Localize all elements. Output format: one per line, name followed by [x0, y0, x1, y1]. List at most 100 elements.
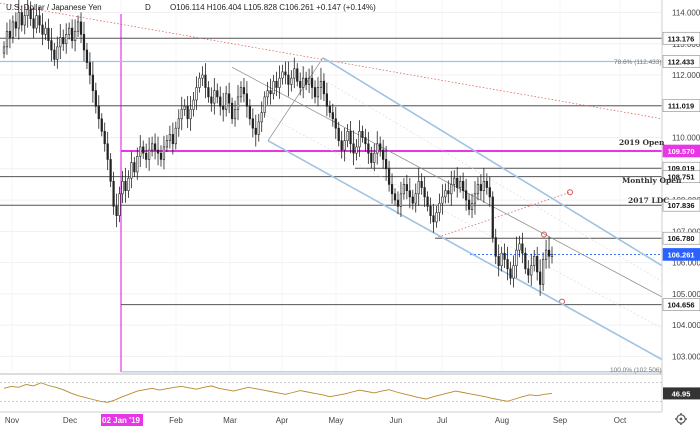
candle[interactable]	[328, 100, 331, 118]
candle[interactable]	[222, 92, 225, 122]
candle[interactable]	[459, 175, 462, 193]
candle[interactable]	[263, 91, 266, 118]
candle[interactable]	[334, 106, 337, 139]
candle[interactable]	[56, 36, 59, 69]
candle[interactable]	[547, 236, 551, 269]
candle[interactable]	[305, 71, 308, 91]
candle[interactable]	[44, 21, 47, 41]
candle[interactable]	[236, 85, 240, 121]
candle[interactable]	[150, 136, 154, 157]
candle[interactable]	[121, 170, 124, 204]
candle[interactable]	[115, 193, 118, 228]
candle[interactable]	[254, 114, 257, 147]
candle[interactable]	[414, 183, 417, 213]
candle[interactable]	[473, 181, 477, 215]
candle[interactable]	[281, 64, 284, 85]
candle[interactable]	[79, 12, 83, 43]
candle[interactable]	[11, 15, 14, 44]
candle[interactable]	[550, 246, 554, 264]
candle[interactable]	[346, 124, 349, 148]
candle[interactable]	[462, 172, 465, 199]
candle[interactable]	[530, 253, 533, 286]
candle[interactable]	[331, 103, 334, 127]
candle[interactable]	[447, 180, 450, 204]
candle[interactable]	[174, 121, 177, 150]
candle[interactable]	[219, 86, 222, 116]
candle[interactable]	[165, 135, 169, 152]
candle[interactable]	[201, 66, 204, 87]
candle[interactable]	[112, 171, 115, 215]
time-axis[interactable]: Nov Dec 02 Jan '19 Feb Mar Apr May Jun Jul Aug Sep…	[5, 414, 627, 426]
candle[interactable]	[257, 113, 260, 142]
candle[interactable]	[396, 191, 400, 215]
candle[interactable]	[275, 71, 278, 97]
candle[interactable]	[239, 81, 243, 103]
candle[interactable]	[429, 197, 432, 224]
candle[interactable]	[269, 78, 272, 105]
candle[interactable]	[168, 125, 171, 149]
candle[interactable]	[145, 143, 148, 169]
candle[interactable]	[382, 139, 385, 169]
candle[interactable]	[204, 63, 207, 99]
candle[interactable]	[325, 82, 328, 117]
candle[interactable]	[284, 61, 287, 85]
candle[interactable]	[245, 81, 249, 118]
candle[interactable]	[390, 173, 394, 204]
candle[interactable]	[399, 181, 403, 218]
candle[interactable]	[302, 66, 305, 99]
candle[interactable]	[343, 128, 346, 162]
candle[interactable]	[485, 173, 488, 195]
candle[interactable]	[438, 193, 441, 222]
candle[interactable]	[50, 27, 53, 62]
candle[interactable]	[464, 178, 468, 211]
candle[interactable]	[488, 176, 491, 207]
candle[interactable]	[38, 6, 41, 33]
candle[interactable]	[251, 108, 254, 138]
candle[interactable]	[230, 97, 234, 124]
candle[interactable]	[82, 21, 86, 62]
candle[interactable]	[358, 120, 361, 157]
candle[interactable]	[500, 246, 503, 272]
candle[interactable]	[189, 95, 192, 131]
candle[interactable]	[467, 193, 471, 216]
candle[interactable]	[470, 193, 474, 219]
candle[interactable]	[233, 100, 237, 127]
candle[interactable]	[319, 67, 323, 100]
candle[interactable]	[130, 151, 133, 189]
candle[interactable]	[53, 42, 56, 66]
candle[interactable]	[109, 153, 112, 188]
candle[interactable]	[29, 1, 32, 26]
candle[interactable]	[453, 170, 456, 192]
candle[interactable]	[225, 85, 228, 117]
candle[interactable]	[533, 249, 536, 272]
settings-gear-icon[interactable]	[675, 413, 687, 425]
candle[interactable]	[482, 167, 485, 203]
candle[interactable]	[524, 247, 527, 274]
candle[interactable]	[385, 145, 388, 181]
candle[interactable]	[497, 244, 500, 277]
candle[interactable]	[494, 228, 497, 265]
candle[interactable]	[94, 82, 97, 114]
candle[interactable]	[106, 131, 109, 171]
candle[interactable]	[379, 136, 382, 157]
candle[interactable]	[159, 145, 163, 167]
candle[interactable]	[417, 167, 420, 206]
candle[interactable]	[278, 65, 281, 99]
candle[interactable]	[307, 68, 311, 93]
candle[interactable]	[8, 19, 12, 49]
candle[interactable]	[387, 160, 391, 192]
candle[interactable]	[17, 0, 20, 40]
candle[interactable]	[88, 52, 92, 85]
candle[interactable]	[65, 23, 68, 54]
candle[interactable]	[420, 173, 423, 195]
candle[interactable]	[41, 13, 44, 46]
candle[interactable]	[124, 167, 127, 203]
candle[interactable]	[183, 99, 186, 116]
candle[interactable]	[450, 170, 453, 206]
candle[interactable]	[47, 18, 50, 50]
candle[interactable]	[272, 74, 275, 100]
candle[interactable]	[349, 120, 352, 154]
candle[interactable]	[411, 189, 414, 210]
candle[interactable]	[435, 206, 438, 228]
candle[interactable]	[299, 72, 302, 96]
